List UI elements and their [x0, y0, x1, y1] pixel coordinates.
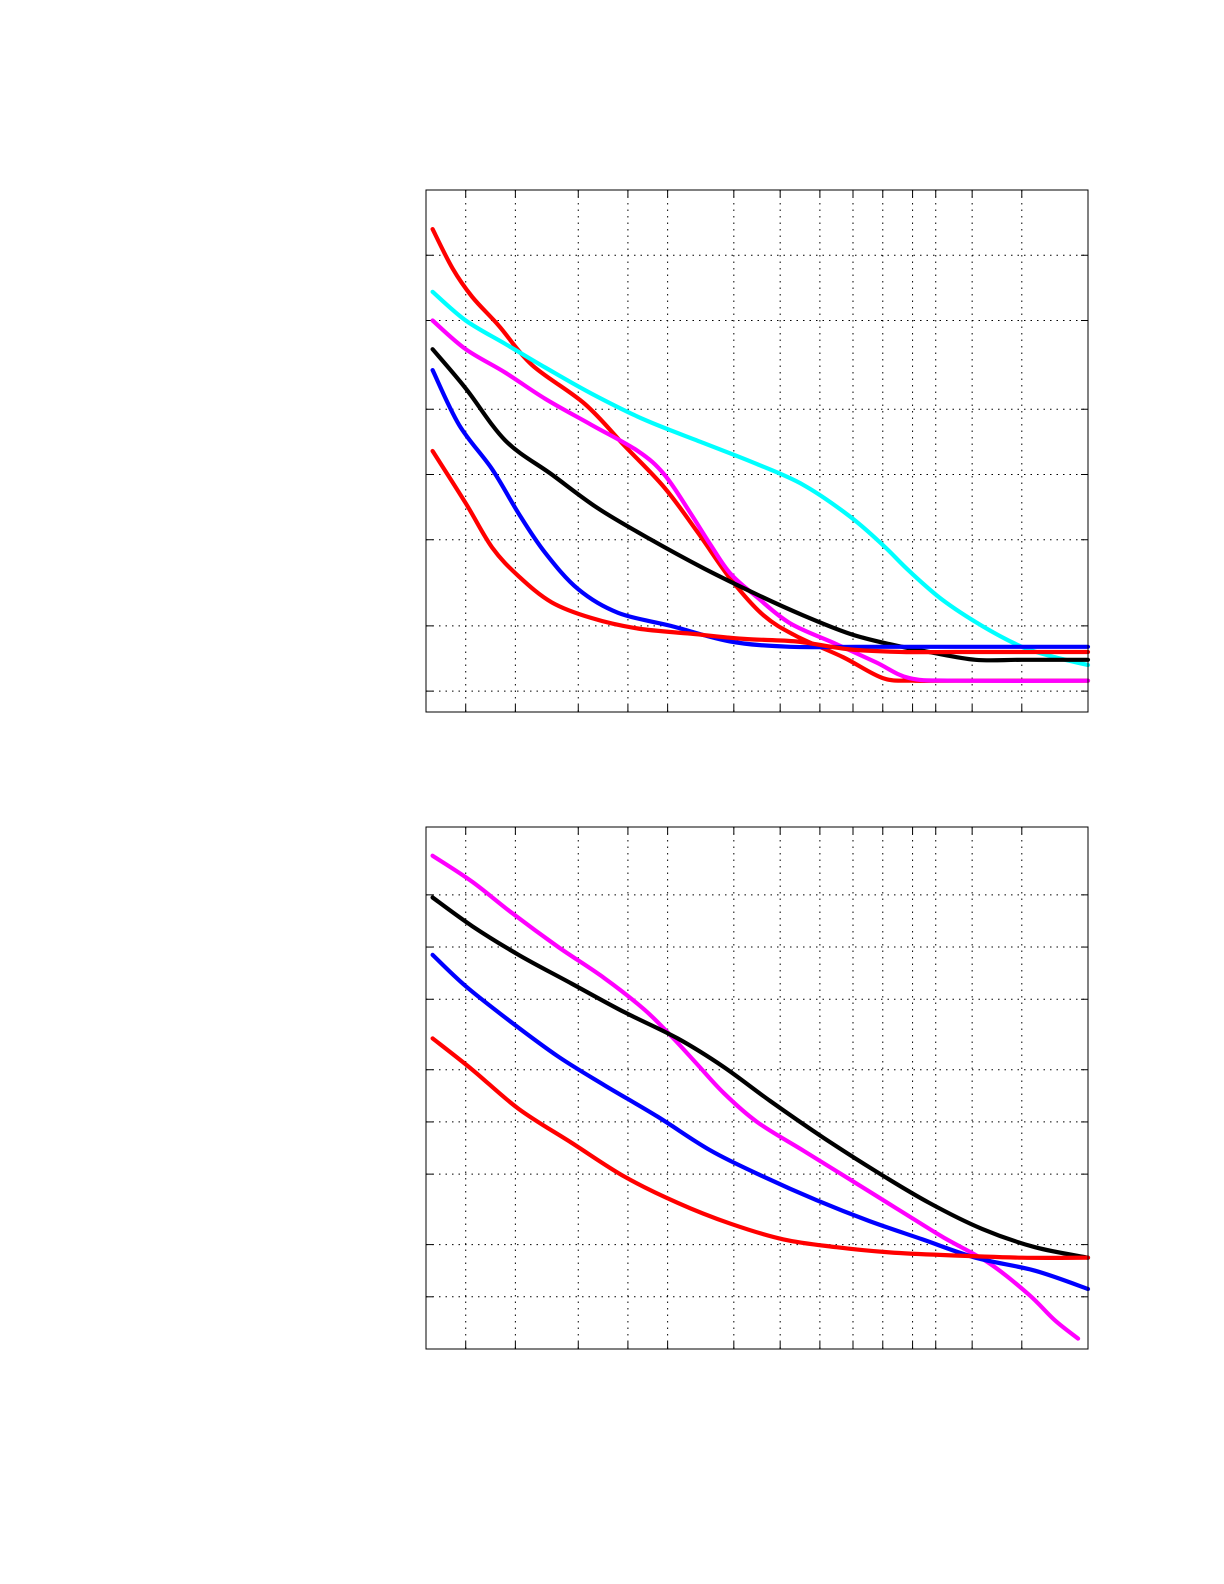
series-line-3: [430, 1036, 1091, 1260]
series-line-4: [430, 368, 1091, 650]
series-line-1: [430, 289, 1091, 668]
series-line-5: [430, 448, 1091, 655]
top-line-chart: [425, 189, 1091, 713]
series-line-3: [430, 347, 1091, 663]
plot-frame: [425, 189, 1089, 713]
series-line-0: [430, 227, 1091, 683]
plot-frame: [425, 826, 1089, 1350]
series-line-0: [430, 853, 1081, 1341]
series-line-2: [430, 318, 1091, 683]
series-line-1: [430, 895, 1091, 1260]
bottom-line-chart: [425, 826, 1091, 1350]
